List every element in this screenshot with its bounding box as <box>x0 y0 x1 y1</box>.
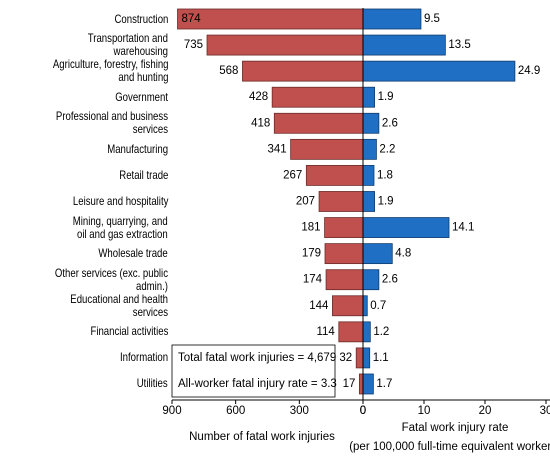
x-tick-label: 0 <box>360 405 366 417</box>
bar-right <box>362 191 375 212</box>
value-label: 1.7 <box>376 378 392 390</box>
x-tick-label: 300 <box>290 405 309 417</box>
bar-right <box>362 8 422 30</box>
category-label: Government <box>115 89 168 104</box>
value-label: 418 <box>251 117 270 129</box>
x-tick-label: 900 <box>162 405 181 417</box>
value-label: 174 <box>303 274 323 286</box>
category-label: Utilities <box>137 376 168 391</box>
axis-subtitle: (per 100,000 full-time equivalent worker… <box>349 441 550 453</box>
value-label: 24.9 <box>518 65 540 77</box>
category-label: Leisure and hospitality <box>72 193 168 208</box>
category-label: Manufacturing <box>107 141 168 156</box>
x-tick-label: 600 <box>226 405 245 417</box>
bar-left <box>177 8 364 30</box>
annotation: All-worker fatal injury rate = 3.3 <box>178 378 337 390</box>
bar-left <box>332 295 364 317</box>
value-label: 568 <box>219 65 238 77</box>
bar-right <box>362 373 374 395</box>
bar-right <box>362 295 368 317</box>
bar-left <box>325 269 364 291</box>
value-label: 341 <box>267 143 286 155</box>
bar-left <box>324 243 364 265</box>
bar-right <box>362 269 380 291</box>
bar-left <box>206 34 364 56</box>
value-label: 14.1 <box>452 222 474 234</box>
value-label: 9.5 <box>424 13 440 25</box>
value-label: 1.8 <box>377 169 393 181</box>
bar-left <box>273 112 364 134</box>
category-label: Transportation and warehousing <box>87 31 168 59</box>
axis-title: Fatal work injury rate <box>402 422 509 434</box>
bar-left <box>358 373 364 395</box>
category-label: Construction <box>114 11 168 26</box>
value-label: 181 <box>301 222 320 234</box>
bar-left <box>290 138 364 160</box>
bar-right <box>362 112 380 134</box>
value-label: 114 <box>316 326 335 338</box>
value-label: 17 <box>343 378 356 390</box>
category-label: Information <box>119 350 168 365</box>
bar-left <box>305 165 364 186</box>
value-label: 32 <box>339 352 352 364</box>
value-label: 13.5 <box>448 39 470 51</box>
bar-right <box>362 138 377 160</box>
bar-left <box>242 60 364 82</box>
annotation-box <box>171 344 336 398</box>
category-label: Financial activities <box>90 324 168 339</box>
bar-right <box>362 60 516 82</box>
value-label: 0.7 <box>370 300 386 312</box>
bar-right <box>362 321 371 343</box>
bar-left <box>355 347 364 369</box>
value-label: 179 <box>302 248 321 260</box>
bar-right <box>362 217 450 238</box>
category-label: Other services (exc. public admin.) <box>54 265 168 293</box>
value-label: 2.2 <box>379 143 395 155</box>
bar-right <box>362 165 375 186</box>
value-label: 1.9 <box>378 196 394 208</box>
value-label: 4.8 <box>395 248 411 260</box>
axis-title: Number of fatal work injuries <box>189 431 335 443</box>
x-tick-label: 30 <box>540 405 550 417</box>
x-tick-label: 0 <box>360 405 366 417</box>
category-label: Mining, quarrying, and oil and gas extra… <box>73 213 168 241</box>
category-label: Wholesale trade <box>98 246 168 261</box>
bar-right <box>362 34 446 56</box>
category-label: Agriculture, forestry, fishing and hunti… <box>52 57 168 85</box>
value-label: 2.6 <box>382 274 398 286</box>
bar-left <box>324 217 364 238</box>
x-tick-label: 10 <box>418 405 431 417</box>
value-label: 1.9 <box>378 91 394 103</box>
bar-left <box>271 86 364 108</box>
value-label: 207 <box>296 196 315 208</box>
value-label: 267 <box>283 169 302 181</box>
value-label: 735 <box>184 39 203 51</box>
bar-left <box>338 321 364 343</box>
x-tick-label: 20 <box>479 405 492 417</box>
value-label: 428 <box>249 91 268 103</box>
value-label: 1.1 <box>373 352 389 364</box>
bar-right <box>362 86 375 108</box>
category-label: Educational and health services <box>70 291 168 319</box>
annotation: Total fatal work injuries = 4,679 <box>178 352 336 364</box>
category-label: Retail trade <box>118 167 168 182</box>
category-label: Professional and business services <box>55 109 169 137</box>
bar-left <box>318 191 364 212</box>
value-label: 874 <box>182 13 202 25</box>
bar-right <box>362 243 393 265</box>
value-label: 2.6 <box>382 117 398 129</box>
value-label: 1.2 <box>373 326 389 338</box>
value-label: 144 <box>309 300 329 312</box>
bar-right <box>362 347 371 369</box>
